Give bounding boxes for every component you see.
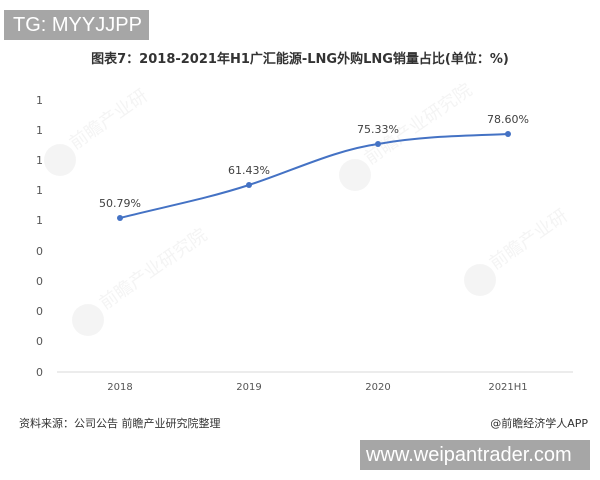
svg-text:0: 0 [36,335,43,348]
website-watermark-badge: www.weipantrader.com [360,440,590,470]
data-point-2018 [117,215,123,221]
source-note: 资料来源：公司公告 前瞻产业研究院整理 [19,417,221,430]
svg-text:1: 1 [36,124,43,137]
svg-text:0: 0 [36,275,43,288]
svg-text:1: 1 [36,214,43,227]
x-axis: 2018 2019 2020 2021H1 [107,382,527,393]
data-label-2020: 75.33% [357,123,399,136]
svg-text:1: 1 [36,184,43,197]
svg-text:前瞻产业研: 前瞻产业研 [486,205,572,274]
svg-text:前瞻产业研究院: 前瞻产业研究院 [96,225,211,314]
data-label-2018: 50.79% [99,197,141,210]
y-axis: 1 1 1 1 1 0 0 0 0 0 [36,94,43,379]
tg-watermark-badge: TG: MYYJJPP [4,10,149,40]
data-markers [117,131,511,221]
svg-text:1: 1 [36,94,43,107]
svg-text:2021H1: 2021H1 [488,382,527,393]
chart-title: 图表7：2018-2021年H1广汇能源-LNG外购LNG销量占比(单位：%) [91,52,509,67]
svg-text:2018: 2018 [107,382,132,393]
svg-text:0: 0 [36,366,43,379]
data-label-2021h1: 78.60% [487,113,529,126]
data-point-2019 [246,182,252,188]
svg-text:1: 1 [36,154,43,167]
data-point-2020 [375,141,381,147]
svg-text:前瞻产业研: 前瞻产业研 [66,85,152,154]
data-labels: 50.79% 61.43% 75.33% 78.60% [99,113,529,210]
data-point-2021h1 [505,131,511,137]
svg-text:2019: 2019 [236,382,261,393]
credit-note: @前瞻经济学人APP [490,417,588,430]
data-line [119,133,509,219]
svg-text:2020: 2020 [365,382,390,393]
svg-text:0: 0 [36,245,43,258]
svg-text:0: 0 [36,305,43,318]
data-label-2019: 61.43% [228,164,270,177]
